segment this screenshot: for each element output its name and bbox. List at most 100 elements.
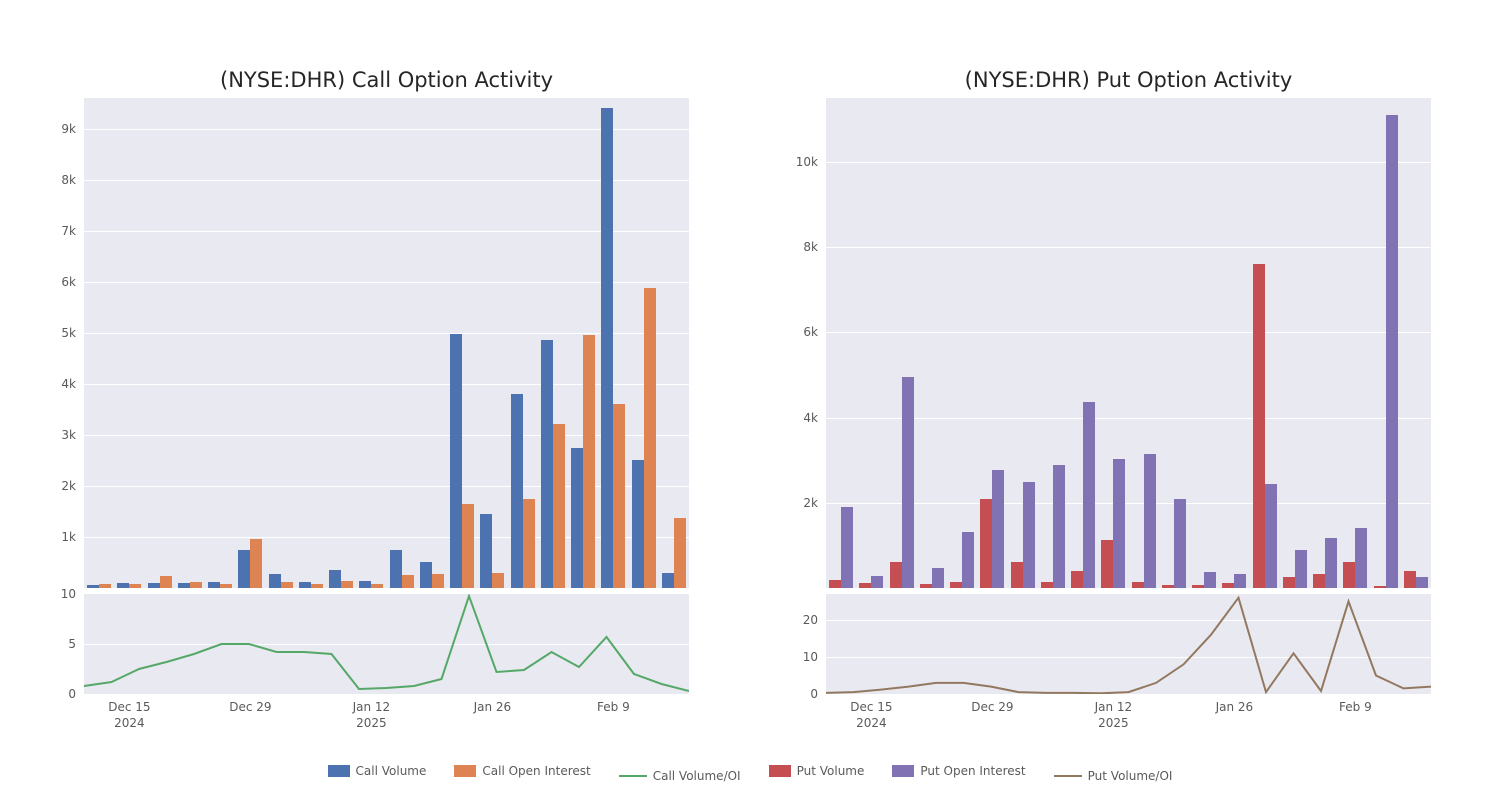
put-bar-a [1253,264,1265,588]
call-bar-b [402,575,414,588]
put-bar-a [1283,577,1295,589]
x-tick-sublabel: 2025 [331,716,411,730]
call-bar-b [492,573,504,588]
y-tick-label: 6k [778,325,818,339]
legend-swatch [328,765,350,777]
put-bar-b [902,377,914,588]
call-bar-a [87,585,99,588]
call-bar-b [250,539,262,589]
y-tick-label: 4k [778,411,818,425]
legend-item: Put Volume [769,764,865,778]
x-tick-label: Dec 15 [831,700,911,714]
call-bar-a [117,583,129,588]
put-bar-a [1101,540,1113,588]
gridline [84,282,689,283]
call-bar-a [178,583,190,588]
put-bar-a [1041,582,1053,588]
put-bar-b [1053,465,1065,588]
call-bar-b [129,584,141,588]
call-bar-a [269,574,281,588]
call-bar-b [99,584,111,588]
call-bar-a [450,334,462,588]
y-tick-label: 4k [36,377,76,391]
put-bar-a [920,584,932,588]
legend-item: Put Open Interest [892,764,1025,778]
call-bar-a [359,581,371,588]
call-bar-b [674,518,686,588]
call-bar-a [329,570,341,588]
y-tick-label: 10 [44,587,76,601]
put-bar-a [1071,571,1083,588]
y-tick-label: 7k [36,224,76,238]
put-bar-a [890,562,902,588]
put-bar-b [1083,402,1095,588]
put-ratio-plot [826,594,1431,694]
y-tick-label: 5 [44,637,76,651]
legend-item: Call Volume/OI [619,769,741,783]
call-bar-b [220,584,232,588]
gridline [826,162,1431,163]
put-bar-b [841,507,853,588]
call-bar-a [148,583,160,588]
gridline [826,503,1431,504]
call-bar-b [190,582,202,588]
y-tick-label: 20 [786,613,818,627]
legend-label: Call Open Interest [482,764,590,778]
put-bar-b [1204,572,1216,588]
call-bar-a [662,573,674,588]
put-bar-a [829,580,841,588]
gridline [84,435,689,436]
x-tick-label: Dec 15 [89,700,169,714]
call-bar-b [553,424,565,588]
call-ratio-line [84,594,689,694]
x-tick-label: Jan 26 [452,700,532,714]
call-bar-b [523,499,535,588]
gridline [84,384,689,385]
call-bar-b [613,404,625,588]
put-bar-b [1325,538,1337,588]
call-bar-a [420,562,432,588]
gridline [84,486,689,487]
call-main-plot [84,98,689,588]
put-bar-b [992,470,1004,588]
gridline [826,247,1431,248]
call-chart-title: (NYSE:DHR) Call Option Activity [84,68,689,92]
put-main-plot [826,98,1431,588]
put-ratio-line [826,594,1431,694]
y-tick-label: 1k [36,530,76,544]
put-bar-b [1234,574,1246,588]
put-bar-a [1192,585,1204,588]
call-bar-a [541,340,553,588]
call-bar-a [208,582,220,588]
call-bar-b [583,335,595,588]
put-bar-a [1011,562,1023,588]
x-tick-label: Jan 12 [1073,700,1153,714]
legend-item: Call Volume [328,764,427,778]
legend-line [1054,775,1082,777]
legend-swatch [454,765,476,777]
call-bar-a [601,108,613,588]
x-tick-label: Dec 29 [952,700,1032,714]
put-bar-a [1162,585,1174,588]
legend-label: Put Volume/OI [1088,769,1173,783]
put-bar-b [1144,454,1156,588]
call-bar-b [160,576,172,588]
call-bar-a [571,448,583,588]
call-bar-b [341,581,353,588]
put-bar-a [1313,574,1325,588]
call-bar-b [462,504,474,588]
gridline [826,418,1431,419]
y-tick-label: 2k [778,496,818,510]
y-tick-label: 2k [36,479,76,493]
y-tick-label: 8k [778,240,818,254]
gridline [84,129,689,130]
put-bar-b [1174,499,1186,588]
y-tick-label: 9k [36,122,76,136]
call-bar-b [644,288,656,588]
x-tick-sublabel: 2025 [1073,716,1153,730]
put-bar-a [1404,571,1416,588]
call-ratio-plot [84,594,689,694]
y-tick-label: 5k [36,326,76,340]
legend-item: Call Open Interest [454,764,590,778]
call-bar-a [632,460,644,588]
